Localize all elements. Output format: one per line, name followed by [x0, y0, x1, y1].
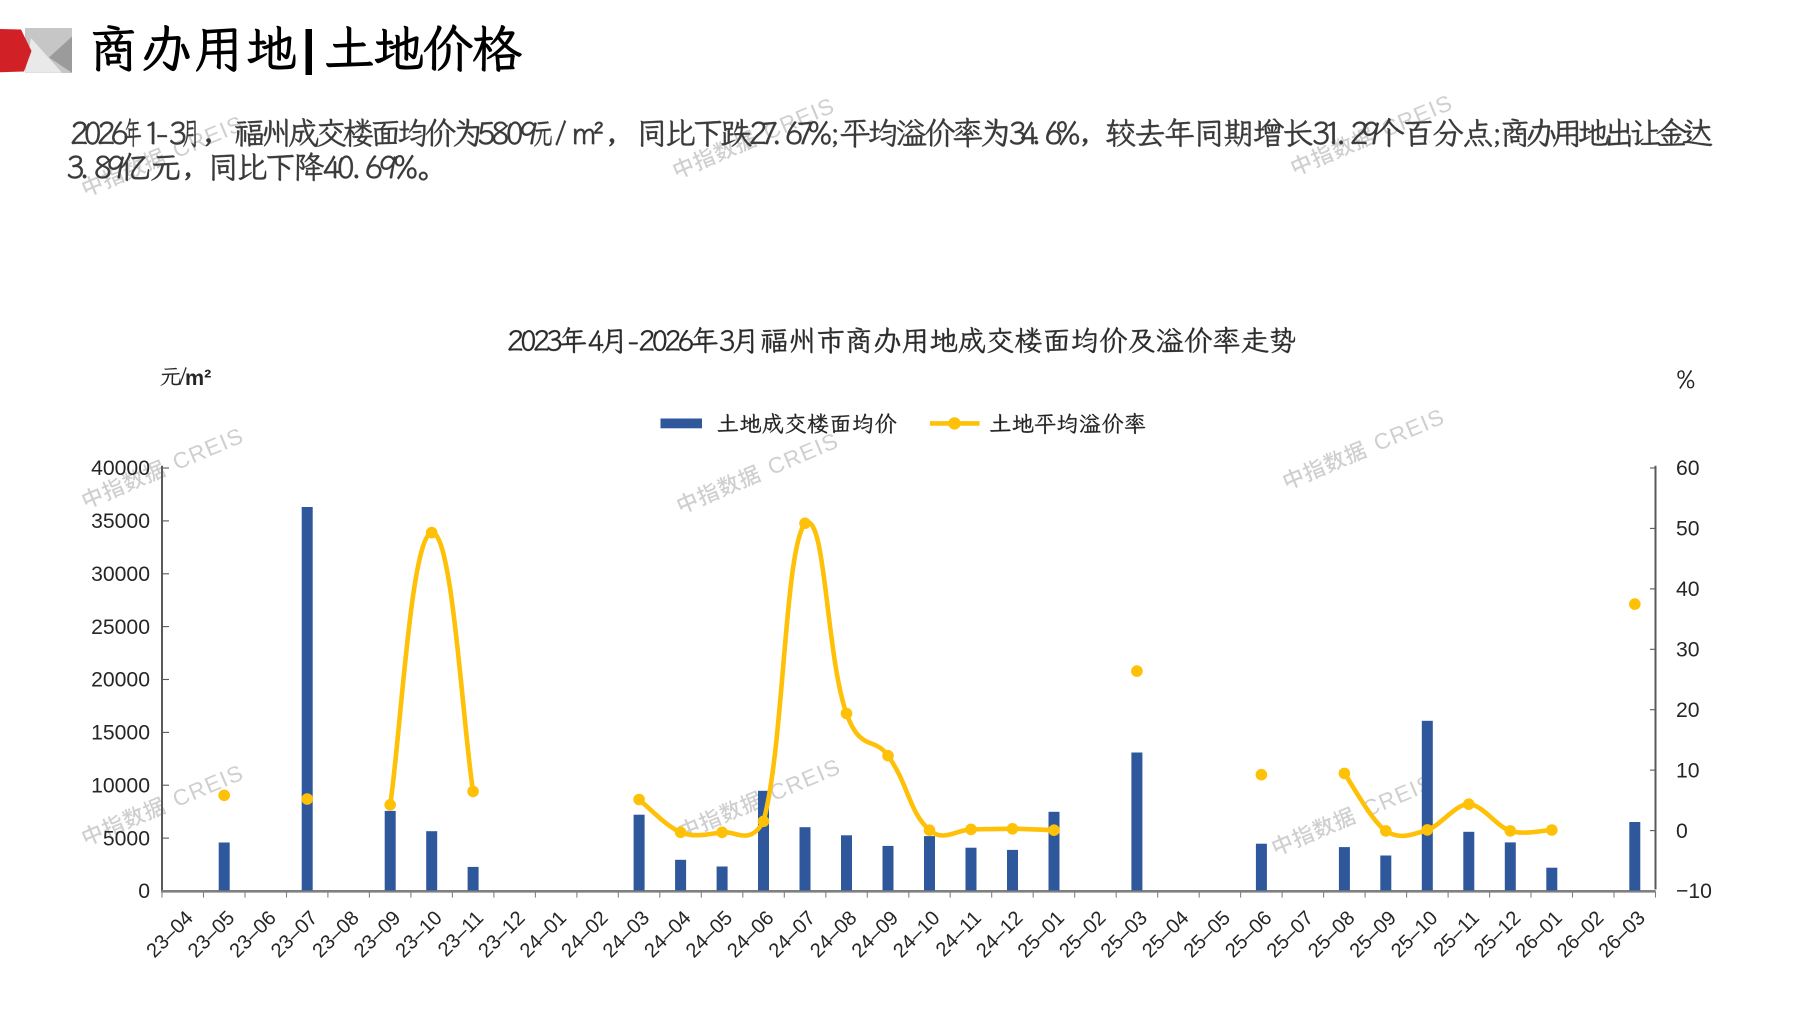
svg-text:15000: 15000 [91, 722, 150, 745]
svg-text:10: 10 [1676, 759, 1700, 782]
svg-text:30: 30 [1676, 639, 1700, 662]
svg-text:0: 0 [138, 880, 150, 903]
svg-text:20000: 20000 [91, 669, 150, 692]
svg-text:40: 40 [1676, 578, 1700, 601]
svg-text:5000: 5000 [103, 827, 150, 850]
svg-text:10000: 10000 [91, 775, 150, 798]
svg-text:35000: 35000 [91, 510, 150, 533]
svg-text:0: 0 [1676, 820, 1688, 843]
svg-text:30000: 30000 [91, 563, 150, 586]
svg-text:25000: 25000 [91, 616, 150, 639]
svg-text:20: 20 [1676, 699, 1700, 722]
svg-text:60: 60 [1676, 457, 1700, 480]
svg-text:−10: −10 [1676, 880, 1712, 903]
svg-text:50: 50 [1676, 518, 1700, 541]
svg-text:m²: m² [185, 366, 211, 390]
svg-text:40000: 40000 [91, 457, 150, 480]
